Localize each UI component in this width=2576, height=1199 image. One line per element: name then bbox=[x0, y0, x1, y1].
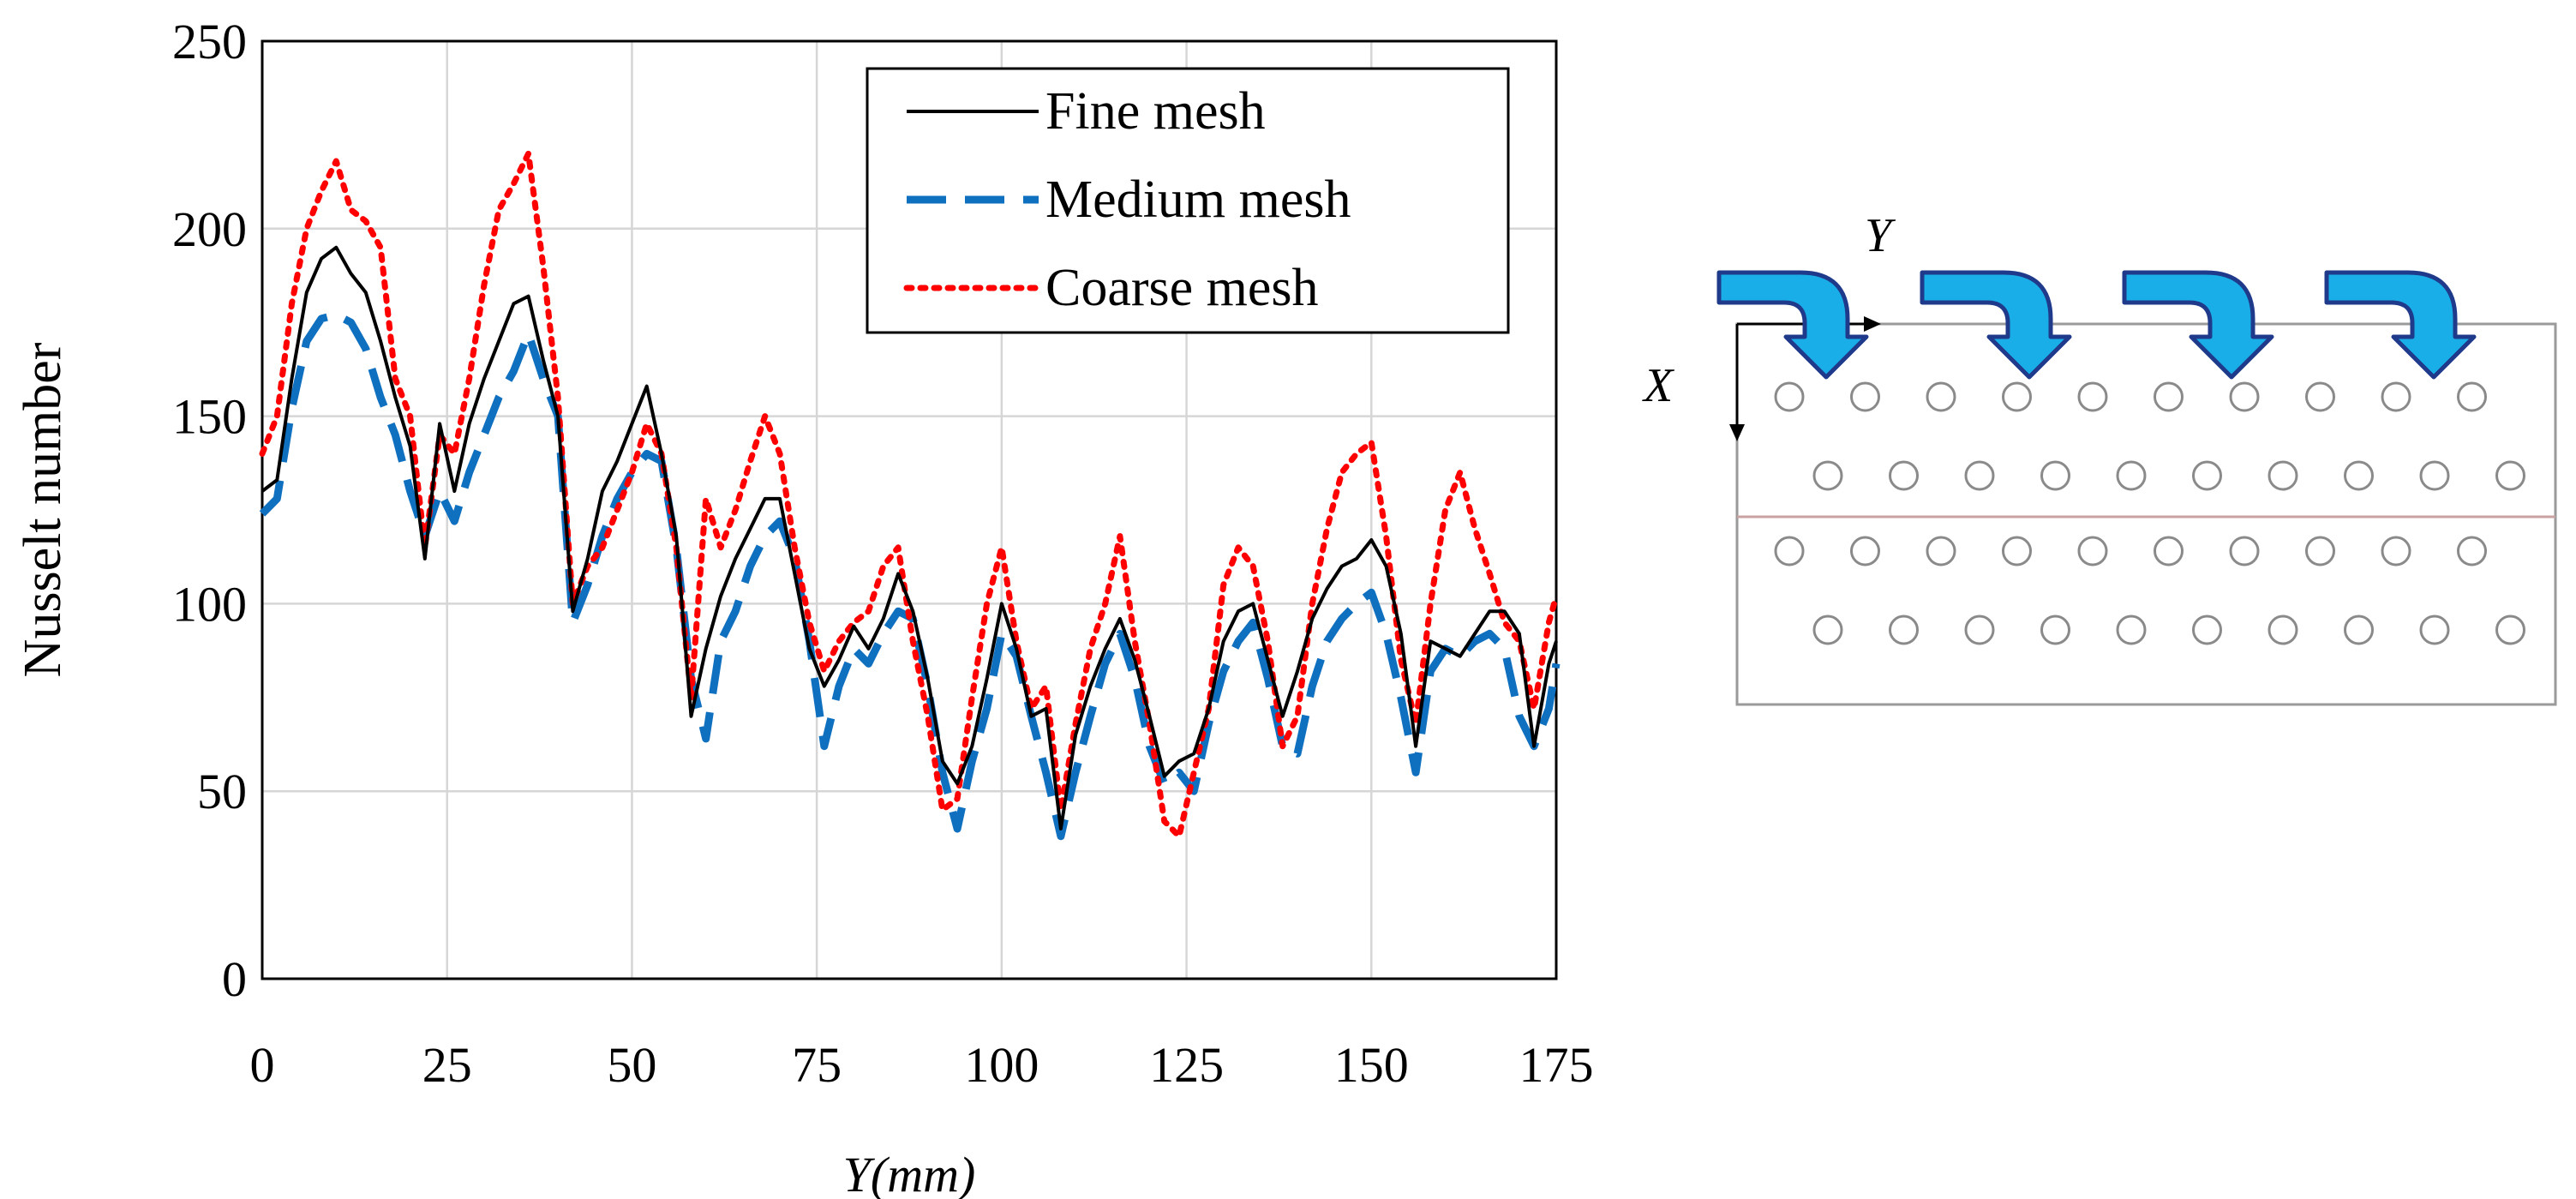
chart-legend: Fine mesh Medium mesh Coarse mesh bbox=[866, 67, 1510, 334]
jet-hole bbox=[2077, 381, 2108, 412]
jet-hole bbox=[2040, 460, 2070, 491]
y-axis-label: Nusselt number bbox=[14, 342, 72, 677]
flow-arrow bbox=[1716, 270, 1869, 380]
jet-hole bbox=[2457, 381, 2487, 412]
legend-label: Fine mesh bbox=[1045, 82, 1266, 141]
x-axis-label: Y(mm) bbox=[843, 1147, 976, 1199]
y-tick-label: 150 bbox=[172, 389, 247, 445]
y-tick-label: 50 bbox=[197, 764, 247, 819]
chart-series bbox=[259, 150, 1561, 841]
jet-hole bbox=[1812, 460, 1843, 491]
series-line-fine-mesh bbox=[261, 245, 1558, 830]
jet-hole bbox=[1850, 536, 1880, 567]
schematic-y-arrowhead bbox=[1864, 316, 1881, 332]
hole-array bbox=[1774, 381, 2525, 645]
jet-hole bbox=[2267, 460, 2298, 491]
jet-hole bbox=[2419, 460, 2450, 491]
jet-hole bbox=[2116, 460, 2147, 491]
schematic-x-label: X bbox=[1642, 359, 1675, 412]
jet-hole bbox=[2305, 381, 2335, 412]
x-tick-label: 100 bbox=[964, 1037, 1039, 1093]
jet-hole bbox=[2154, 381, 2184, 412]
jet-hole bbox=[2229, 381, 2260, 412]
jet-impingement-schematic: Y X bbox=[1642, 209, 2557, 706]
schematic-x-arrowhead bbox=[1729, 424, 1745, 441]
jet-hole bbox=[2192, 460, 2222, 491]
x-tick-label: 25 bbox=[422, 1037, 472, 1093]
x-tick-label: 0 bbox=[250, 1037, 275, 1093]
jet-hole bbox=[2002, 381, 2032, 412]
legend-label: Medium mesh bbox=[1045, 171, 1351, 229]
jet-hole bbox=[1964, 614, 1995, 645]
x-tick-label: 50 bbox=[607, 1037, 656, 1093]
y-tick-label: 0 bbox=[222, 951, 247, 1007]
jet-hole bbox=[1926, 536, 1956, 567]
flow-arrow bbox=[2324, 270, 2477, 380]
jet-hole bbox=[2344, 614, 2374, 645]
channel-outline bbox=[1735, 322, 2557, 706]
schematic-y-label: Y bbox=[1865, 209, 1896, 262]
flow-arrow bbox=[1920, 270, 2072, 380]
series-line-medium-mesh bbox=[259, 310, 1561, 841]
jet-hole bbox=[1964, 460, 1995, 491]
x-tick-label: 75 bbox=[792, 1037, 842, 1093]
x-tick-label: 175 bbox=[1519, 1037, 1594, 1093]
jet-hole bbox=[2457, 536, 2487, 567]
jet-hole bbox=[1889, 614, 1919, 645]
x-tick-label: 150 bbox=[1334, 1037, 1409, 1093]
jet-hole bbox=[2419, 614, 2450, 645]
nusselt-chart: 0 25 50 75 100 125 150 175 0 50 100 150 200 250 Y(mm)… bbox=[14, 14, 1594, 1199]
jet-hole bbox=[1774, 536, 1805, 567]
y-tick-label: 100 bbox=[172, 576, 247, 632]
flow-arrow bbox=[2122, 270, 2274, 380]
jet-hole bbox=[1926, 381, 1956, 412]
jet-hole bbox=[2495, 614, 2525, 645]
jet-hole bbox=[1850, 381, 1880, 412]
jet-hole bbox=[2344, 460, 2374, 491]
jet-hole bbox=[2229, 536, 2260, 567]
jet-hole bbox=[2381, 381, 2411, 412]
legend-label: Coarse mesh bbox=[1045, 259, 1319, 317]
jet-hole bbox=[2077, 536, 2108, 567]
jet-hole bbox=[2116, 614, 2147, 645]
chart-tick-labels: 0 25 50 75 100 125 150 175 0 50 100 150 200 250 bbox=[172, 14, 1594, 1093]
series-line-coarse-mesh bbox=[259, 150, 1560, 840]
flow-arrows bbox=[1716, 270, 2477, 380]
jet-hole bbox=[1889, 460, 1919, 491]
jet-hole bbox=[2267, 614, 2298, 645]
y-tick-label: 200 bbox=[172, 201, 247, 257]
jet-hole bbox=[2154, 536, 2184, 567]
jet-hole bbox=[2040, 614, 2070, 645]
x-tick-label: 125 bbox=[1149, 1037, 1224, 1093]
jet-hole bbox=[1812, 614, 1843, 645]
jet-hole bbox=[2192, 614, 2222, 645]
jet-hole bbox=[1774, 381, 1805, 412]
jet-hole bbox=[2381, 536, 2411, 567]
y-tick-label: 250 bbox=[172, 14, 247, 69]
jet-hole bbox=[2495, 460, 2525, 491]
jet-hole bbox=[2002, 536, 2032, 567]
jet-hole bbox=[2305, 536, 2335, 567]
